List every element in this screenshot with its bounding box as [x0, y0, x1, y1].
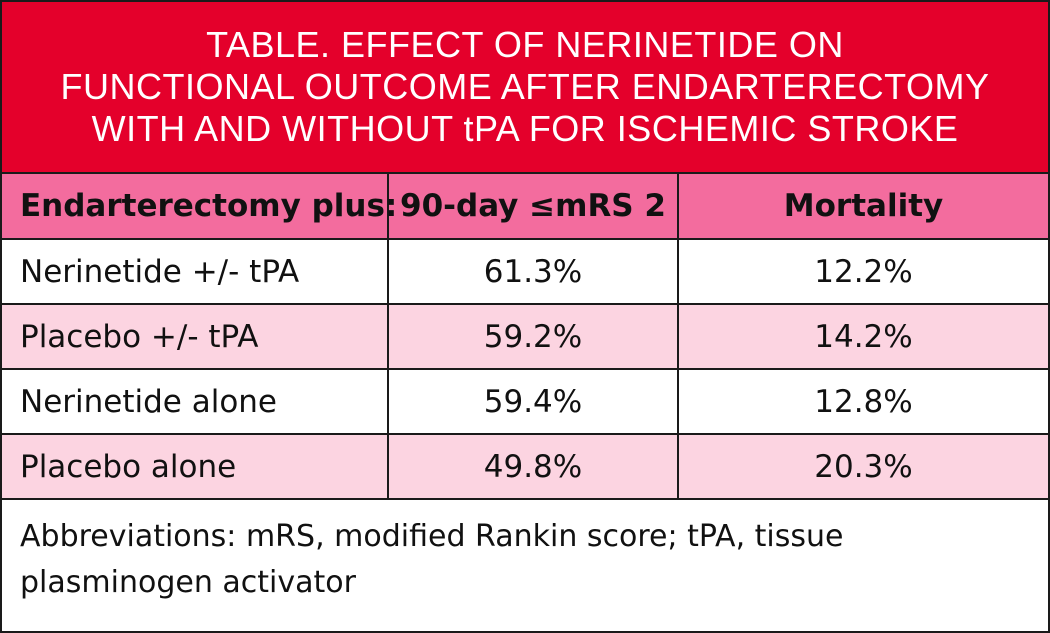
row-label: Placebo +/- tPA — [2, 305, 389, 368]
table-title-line-3: WITH AND WITHOUT tPA FOR ISCHEMIC STROKE — [91, 108, 959, 149]
column-header-mortality: Mortality — [783, 188, 944, 224]
footnote-line-1: Abbreviations: mRS, modified Rankin scor… — [20, 519, 844, 554]
abbreviations-footnote: Abbreviations: mRS, modified Rankin scor… — [2, 504, 1048, 631]
mortality-value: 14.2% — [814, 318, 913, 355]
mrs-value: 61.3% — [389, 240, 679, 303]
table-row: Nerinetide alone 59.4% 12.8% — [2, 370, 1048, 435]
table-row: Nerinetide +/- tPA 61.3% 12.2% — [2, 240, 1048, 305]
table-row: Placebo alone 49.8% 20.3% — [2, 435, 1048, 500]
row-label: Nerinetide alone — [2, 370, 389, 433]
table-title-line-2: FUNCTIONAL OUTCOME AFTER ENDARTERECTOMY — [60, 66, 990, 107]
table-grid: Endarterectomy plus: 90-day ≤mRS 2 Morta… — [2, 174, 1048, 500]
mortality-value: 12.2% — [814, 253, 913, 290]
table-title-banner: TABLE. EFFECT OF NERINETIDE ON FUNCTIONA… — [2, 2, 1048, 174]
mrs-value: 59.2% — [389, 305, 679, 368]
table-row: Placebo +/- tPA 59.2% 14.2% — [2, 305, 1048, 370]
column-header-mrs: 90-day ≤mRS 2 — [389, 174, 679, 238]
footnote-line-2: plasminogen activator — [20, 565, 356, 600]
row-label: Placebo alone — [2, 435, 389, 498]
mortality-value: 20.3% — [814, 448, 913, 485]
mrs-value: 49.8% — [389, 435, 679, 498]
table-title-line-1: TABLE. EFFECT OF NERINETIDE ON — [206, 24, 844, 65]
mrs-value: 59.4% — [389, 370, 679, 433]
column-header-group: Endarterectomy plus: — [2, 174, 397, 238]
table-header-row: Endarterectomy plus: 90-day ≤mRS 2 Morta… — [2, 174, 1048, 240]
mortality-value: 12.8% — [814, 383, 913, 420]
row-label: Nerinetide +/- tPA — [2, 240, 389, 303]
